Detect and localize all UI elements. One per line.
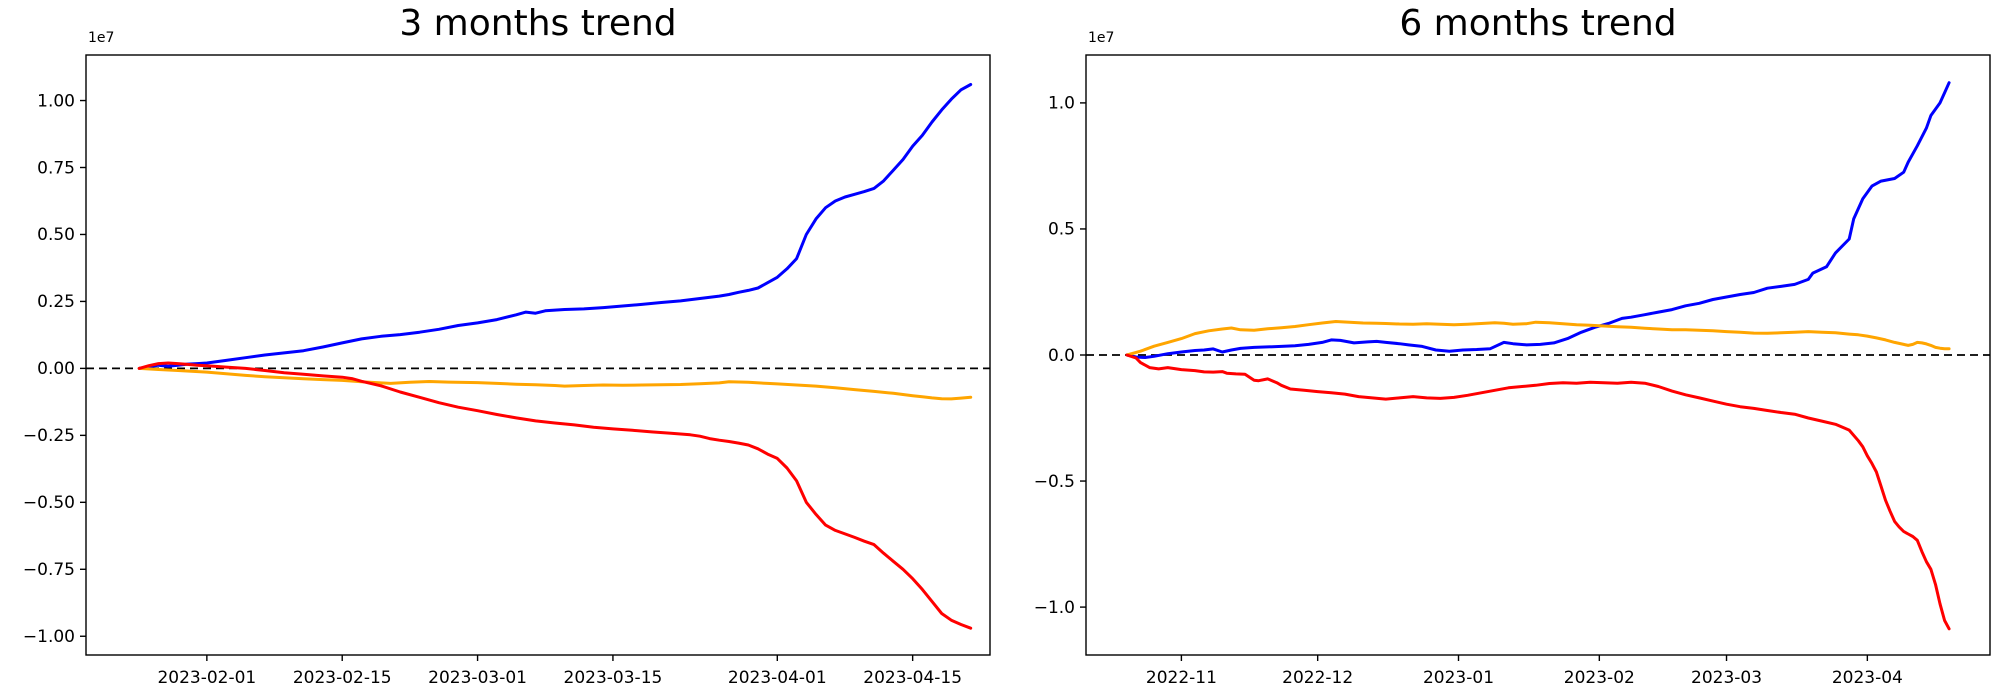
y-tick-label: −1.0 <box>1034 598 1075 618</box>
y-tick-label: 0.0 <box>1048 346 1075 366</box>
y-axis-offset-label: 1e7 <box>88 30 115 46</box>
chart-panel-6-months-trend: 6 months trend 1e7 1.0 0.5 0.0 −0.5 −1.0 2022… <box>1000 0 2000 700</box>
series-line-red-falling <box>1125 353 1951 631</box>
x-tick-label: 2023-03-15 <box>564 668 663 688</box>
x-tick-label: 2022-12 <box>1282 668 1353 688</box>
series-line-blue-rising <box>1125 81 1951 359</box>
x-tick-label: 2023-01 <box>1423 668 1494 688</box>
y-tick-label: 1.0 <box>1048 94 1075 114</box>
x-tick-label: 2023-03 <box>1691 668 1762 688</box>
x-tick-label: 2022-11 <box>1146 668 1217 688</box>
x-tick-label: 2023-02 <box>1564 668 1635 688</box>
x-tick-label: 2023-03-01 <box>428 668 527 688</box>
y-tick-label: −1.00 <box>23 627 75 647</box>
plot-area-3-months: 1.00 0.75 0.50 0.25 0.00 −0.25 −0.50 −0.75 −1.00… <box>23 54 991 688</box>
y-axis-offset-label: 1e7 <box>1088 30 1115 46</box>
y-tick-label: 0.75 <box>37 158 75 178</box>
series-line-orange-flat <box>137 366 973 401</box>
chart-title-3-months: 3 months trend <box>399 3 677 44</box>
x-tick-label: 2023-02-15 <box>293 668 392 688</box>
y-tick-label: −0.50 <box>23 493 75 513</box>
x-tick-label: 2023-04 <box>1832 668 1903 688</box>
series-line-blue-rising <box>137 83 973 370</box>
x-tick-label: 2023-04-15 <box>863 668 962 688</box>
y-tick-label: 1.00 <box>37 91 75 111</box>
y-tick-label: −0.5 <box>1034 472 1075 492</box>
chart-title-6-months: 6 months trend <box>1399 3 1677 44</box>
y-tick-label: −0.75 <box>23 560 75 580</box>
plot-area-6-months: 1.0 0.5 0.0 −0.5 −1.0 2022-11 2022-12 2023-01 20… <box>1034 54 1991 688</box>
axes-spines <box>85 54 991 656</box>
chart-panel-3-months-trend: 3 months trend 1e7 1.00 0.75 0.50 0.25 0.00 −… <box>23 3 991 688</box>
x-tick-label: 2023-02-01 <box>157 668 256 688</box>
y-tick-label: 0.25 <box>37 292 75 312</box>
y-tick-label: 0.50 <box>37 225 75 245</box>
y-tick-label: −0.25 <box>23 426 75 446</box>
series-line-orange-flat <box>1125 320 1951 357</box>
y-tick-label: 0.00 <box>37 359 75 379</box>
y-tick-label: 0.5 <box>1048 220 1075 240</box>
x-tick-label: 2023-04-01 <box>728 668 827 688</box>
series-line-red-falling <box>137 361 973 630</box>
